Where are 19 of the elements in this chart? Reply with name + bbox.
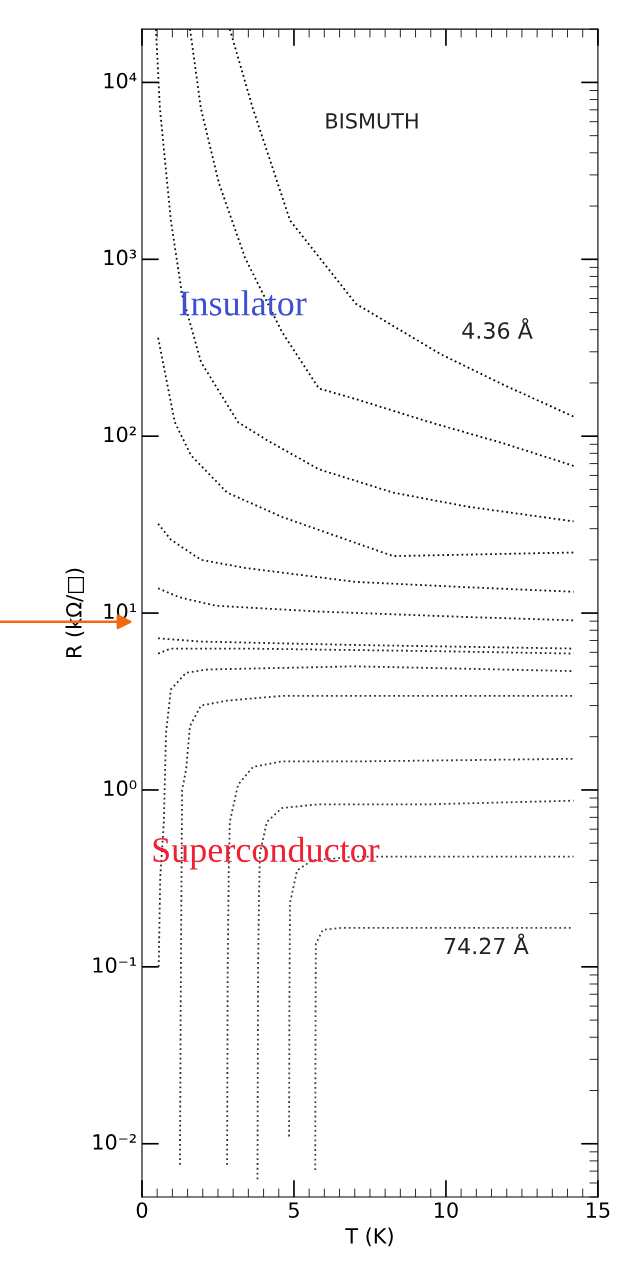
x-axis-title: T (K)	[345, 1227, 393, 1247]
annotation: 4.36 Å	[462, 318, 533, 339]
y-axis-title: R (kΩ/□)	[65, 568, 85, 658]
x-tick-label: 15	[586, 1202, 610, 1218]
line-series	[157, 587, 575, 622]
y-tick-label: 10⁰	[104, 780, 137, 797]
x-tick-label: 0	[136, 1202, 148, 1218]
y-tick-label: 10⁻²	[93, 1134, 136, 1150]
x-tick-label: 5	[288, 1202, 299, 1218]
y-tick-label: 10²	[104, 426, 136, 443]
y-tick-label: 10⁻¹	[93, 957, 136, 973]
y-tick-label: 10⁴	[104, 72, 137, 89]
annotation: Insulator	[179, 290, 307, 316]
x-tick-label: 10	[434, 1202, 458, 1218]
annotation: 74.27 Å	[444, 933, 529, 955]
annotation: BISMUTH	[326, 112, 418, 129]
y-tick-label: 10³	[104, 249, 137, 266]
line-series	[157, 522, 575, 593]
annotation: Superconductor	[153, 836, 380, 870]
